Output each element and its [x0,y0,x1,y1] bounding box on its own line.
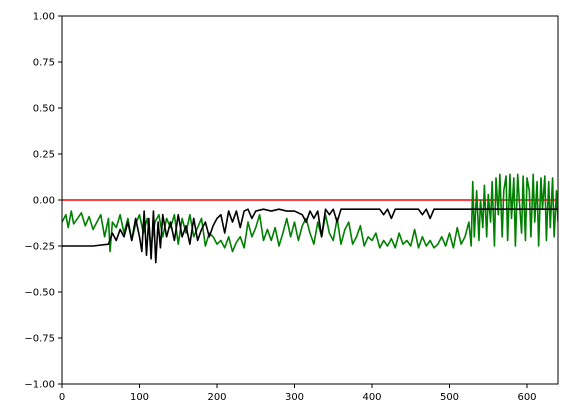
x-tick-label: 300 [285,392,304,403]
y-tick-label: 1.00 [33,12,55,23]
y-tick-label: −0.75 [24,334,55,345]
x-tick-label: 500 [440,392,459,403]
x-tick-label: 100 [130,392,149,403]
y-tick-label: 0.75 [33,58,55,69]
y-tick-label: −0.50 [24,288,55,299]
x-tick-label: 0 [59,392,65,403]
y-tick-label: 0.25 [33,150,55,161]
series-layer [62,173,558,264]
x-tick-label: 200 [207,392,226,403]
x-tick-label: 600 [517,392,536,403]
y-tick-label: −0.25 [24,242,55,253]
plot-frame [61,15,559,385]
series-line-2 [62,208,558,264]
y-tick-label: −1.00 [24,380,55,391]
y-tick-label: 0.00 [33,196,55,207]
y-axis: −1.00 −0.75 −0.50 −0.25 0.00 0.25 0.50 0.75 1.00 [24,12,62,391]
x-tick-label: 400 [362,392,381,403]
y-tick-label: 0.50 [33,104,55,115]
x-axis: 0 100 200 300 400 500 600 [59,384,537,403]
